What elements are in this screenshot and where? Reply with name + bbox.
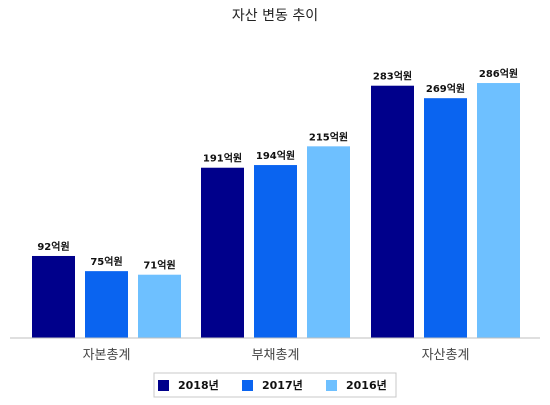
bar-0-0 xyxy=(32,255,75,338)
bar-2-2 xyxy=(477,83,520,338)
chart-title: 자산 변동 추이 xyxy=(232,8,318,24)
bar-2-0 xyxy=(371,85,414,338)
data-label-0-2: 71억원 xyxy=(143,259,175,272)
legend-label-2: 2016년 xyxy=(346,378,387,392)
bar-1-0 xyxy=(201,167,244,338)
category-label-2: 자산총계 xyxy=(422,348,470,363)
category-label-1: 부채총계 xyxy=(252,348,300,363)
legend-label-0: 2018년 xyxy=(178,378,219,392)
data-labels-group: 92억원 75억원 71억원 191억원 194억원 215억원 283억원 269억원 286… xyxy=(37,67,518,272)
legend: 2018년 2017년 2016년 xyxy=(153,372,397,398)
legend-frame xyxy=(153,372,397,398)
legend-swatch-1 xyxy=(242,380,253,391)
data-label-2-2: 286억원 xyxy=(479,67,518,80)
legend-swatch-0 xyxy=(158,380,169,391)
bar-1-2 xyxy=(307,146,350,338)
bar-1-1 xyxy=(254,165,297,338)
bar-2-1 xyxy=(424,98,467,339)
data-label-0-0: 92억원 xyxy=(37,240,69,253)
data-label-2-1: 269억원 xyxy=(426,82,465,95)
data-label-1-0: 191억원 xyxy=(203,152,242,165)
data-label-0-1: 75억원 xyxy=(90,255,122,268)
data-label-2-0: 283억원 xyxy=(373,70,412,83)
data-label-1-2: 215억원 xyxy=(309,130,348,143)
legend-swatch-2 xyxy=(326,380,337,391)
bar-0-2 xyxy=(138,274,181,338)
category-labels-group: 자본총계 부채총계 자산총계 xyxy=(83,348,470,363)
data-label-1-1: 194억원 xyxy=(256,149,295,162)
bars-group xyxy=(32,83,520,339)
category-label-0: 자본총계 xyxy=(83,348,131,363)
legend-label-1: 2017년 xyxy=(262,378,303,392)
bar-0-1 xyxy=(85,271,128,338)
